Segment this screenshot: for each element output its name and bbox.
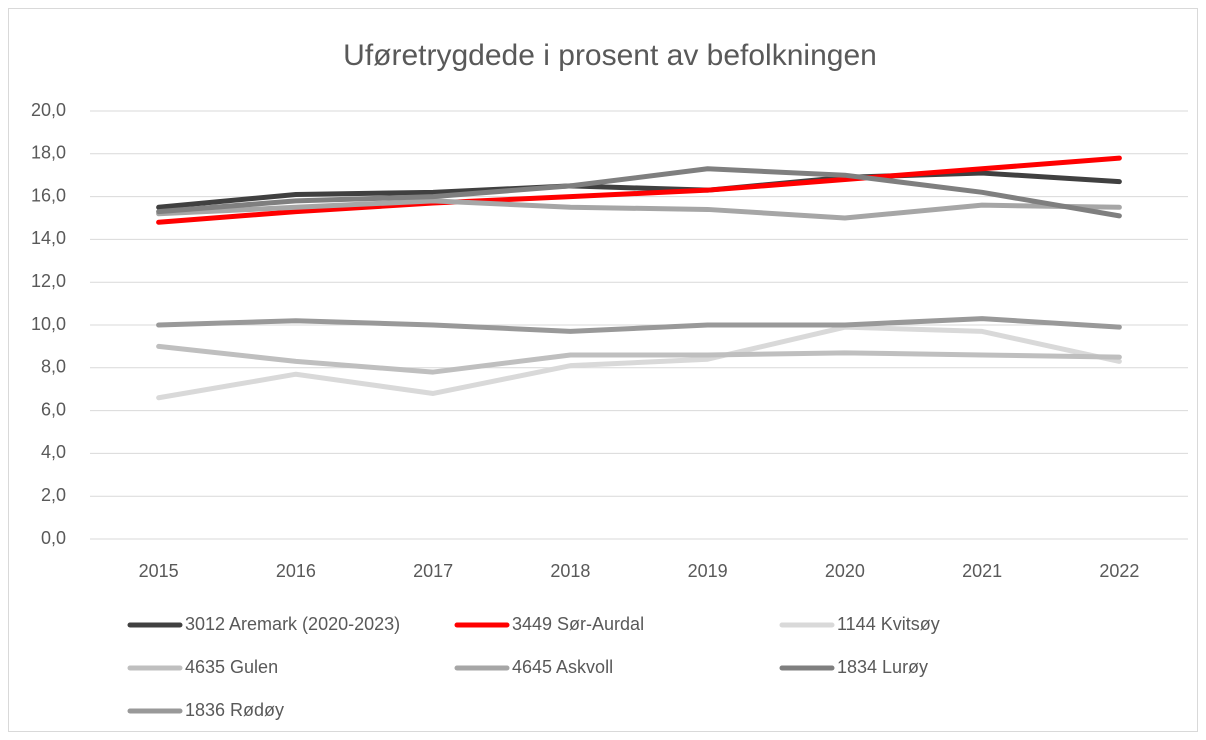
legend-label: 1836 Rødøy (185, 700, 284, 720)
series-line (156, 343, 1122, 375)
y-tick-label: 0,0 (41, 528, 66, 548)
x-tick-label: 2015 (139, 561, 179, 581)
y-tick-label: 20,0 (31, 100, 66, 120)
y-tick-label: 10,0 (31, 314, 66, 334)
x-tick-label: 2020 (825, 561, 865, 581)
legend-label: 4645 Askvoll (512, 657, 613, 677)
y-tick-label: 18,0 (31, 143, 66, 163)
legend-label: 3012 Aremark (2020-2023) (185, 614, 400, 634)
chart-title: Uføretrygdede i prosent av befolkningen (343, 39, 877, 72)
y-tick-label: 6,0 (41, 399, 66, 419)
series-line (156, 198, 1122, 221)
legend-label: 3449 Sør-Aurdal (512, 614, 644, 634)
legend-label: 1144 Kvitsøy (837, 614, 940, 634)
series-line (156, 166, 1122, 219)
y-tick-label: 12,0 (31, 271, 66, 291)
y-tick-label: 4,0 (41, 442, 66, 462)
series-line (156, 155, 1122, 225)
x-tick-label: 2018 (550, 561, 590, 581)
series-line (156, 324, 1122, 401)
legend-label: 4635 Gulen (185, 657, 278, 677)
y-tick-label: 8,0 (41, 357, 66, 377)
series-line (156, 316, 1122, 334)
y-tick-label: 2,0 (41, 485, 66, 505)
x-tick-label: 2022 (1099, 561, 1139, 581)
chart-border (8, 8, 1198, 732)
y-tick-label: 16,0 (31, 185, 66, 205)
x-tick-label: 2017 (413, 561, 453, 581)
legend-label: 1834 Lurøy (837, 657, 928, 677)
x-tick-label: 2021 (962, 561, 1002, 581)
series-line (156, 170, 1122, 210)
x-tick-label: 2019 (688, 561, 728, 581)
x-tick-label: 2016 (276, 561, 316, 581)
y-tick-label: 14,0 (31, 228, 66, 248)
